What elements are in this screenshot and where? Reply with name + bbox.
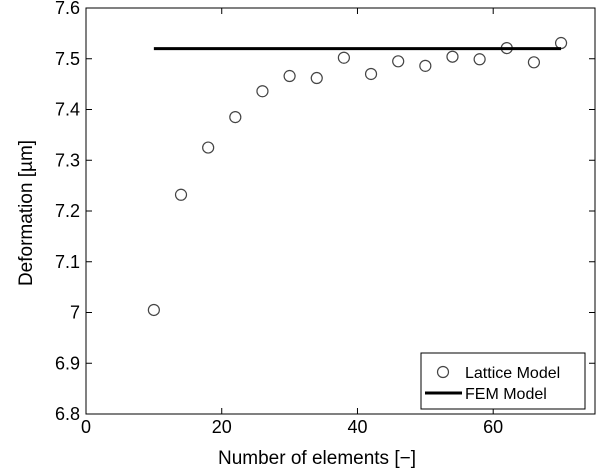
legend-box — [420, 352, 586, 410]
lattice-model-point — [310, 71, 323, 85]
lattice-model-point — [527, 56, 541, 69]
x-tick-label: 20 — [212, 417, 232, 437]
y-axis-label: Deformation [µm] — [16, 140, 37, 286]
lattice-model-point — [283, 69, 296, 83]
lattice-model-point — [364, 67, 378, 81]
y-tick-label: 7.1 — [55, 252, 80, 272]
legend-marker-lattice-model — [436, 365, 450, 379]
lattice-model-point — [554, 36, 568, 50]
legend-label-lattice-model: Lattice Model — [465, 365, 560, 382]
lattice-model-point — [229, 111, 242, 124]
x-axis-label: Number of elements [−] — [218, 448, 416, 469]
x-tick-label: 0 — [81, 417, 91, 437]
y-tick-label: 6.8 — [55, 404, 80, 424]
lattice-model-point — [392, 55, 405, 68]
lattice-model-point — [147, 303, 160, 317]
lattice-model-point — [256, 85, 269, 98]
legend: Lattice Model FEM Model — [420, 352, 586, 410]
y-tick-label: 7.3 — [55, 150, 80, 170]
lattice-model-point — [202, 141, 215, 154]
ticks-group: 0 20 40 60 6.8 6.9 7 7.1 7.2 7.3 7.4 7.5 7.6 — [55, 0, 595, 437]
legend-label-fem-model: FEM Model — [465, 386, 547, 403]
series-group — [147, 36, 568, 317]
lattice-model-point — [337, 51, 350, 64]
y-tick-label: 7.6 — [55, 0, 80, 18]
lattice-model-point — [174, 188, 188, 201]
lattice-model-point — [473, 53, 486, 66]
y-tick-label: 6.9 — [55, 353, 80, 373]
lattice-model-point — [419, 59, 432, 72]
y-tick-label: 7.5 — [55, 49, 80, 69]
y-tick-label: 7.2 — [55, 201, 80, 221]
x-tick-label: 60 — [483, 417, 503, 437]
lattice-model-point — [446, 50, 459, 63]
y-tick-label: 7 — [70, 303, 80, 323]
x-tick-label: 40 — [347, 417, 367, 437]
y-tick-label: 7.4 — [55, 100, 80, 120]
